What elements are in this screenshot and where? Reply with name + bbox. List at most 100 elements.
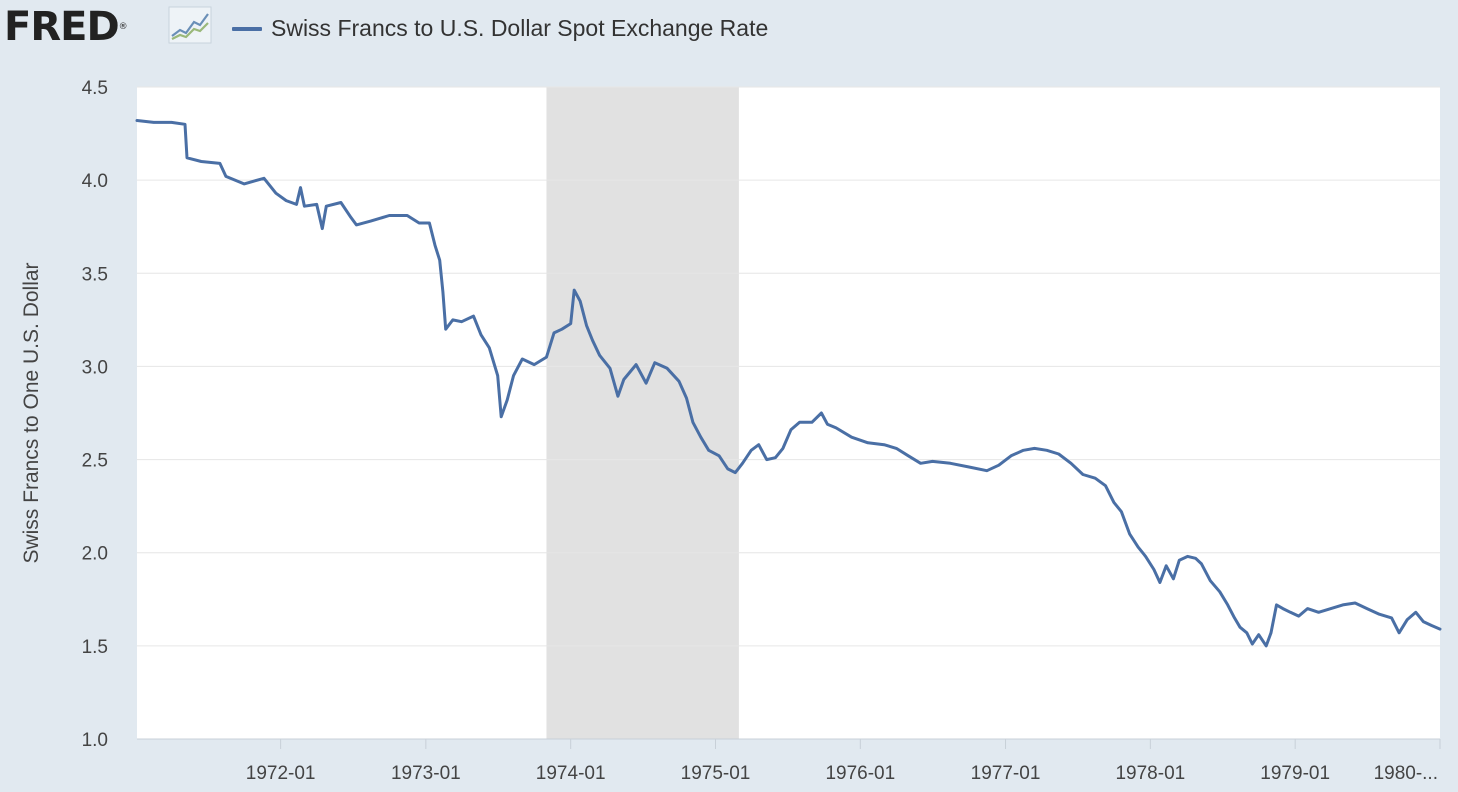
data-point xyxy=(850,436,853,439)
data-point xyxy=(1317,611,1320,614)
data-point xyxy=(561,328,563,331)
data-point xyxy=(798,421,801,424)
data-point xyxy=(1010,454,1012,457)
data-point xyxy=(1094,477,1097,480)
data-point xyxy=(692,421,694,424)
data-point xyxy=(1265,645,1268,647)
legend-swatch xyxy=(232,27,262,31)
data-point xyxy=(184,123,186,126)
data-point xyxy=(438,259,441,262)
data-point xyxy=(472,315,475,317)
data-point xyxy=(1159,581,1161,584)
data-point xyxy=(442,291,444,293)
data-point xyxy=(1022,449,1025,452)
chart-header: FRED® Swiss Francs to U.S. Dollar Spot E… xyxy=(0,0,1458,56)
data-point xyxy=(591,339,594,342)
data-point xyxy=(444,328,447,331)
data-point xyxy=(1186,555,1189,558)
logo-text: FRED xyxy=(4,4,120,50)
data-point xyxy=(1366,607,1368,610)
data-point xyxy=(1057,453,1060,455)
data-point xyxy=(734,471,737,474)
data-point xyxy=(200,160,203,163)
data-point xyxy=(1218,590,1221,593)
data-point xyxy=(645,382,647,385)
data-point xyxy=(350,216,352,219)
data-point xyxy=(315,203,318,206)
data-point xyxy=(699,436,702,439)
data-point xyxy=(388,214,391,217)
data-point xyxy=(986,469,988,472)
data-point xyxy=(225,175,227,178)
data-point xyxy=(635,363,637,366)
data-point xyxy=(488,346,491,349)
data-point xyxy=(1113,501,1115,504)
data-point xyxy=(428,222,431,224)
data-point xyxy=(219,162,221,165)
data-point xyxy=(1128,533,1131,535)
data-point xyxy=(579,300,582,303)
data-point xyxy=(1251,643,1254,645)
legend-label: Swiss Francs to U.S. Dollar Spot Exchang… xyxy=(271,15,769,41)
data-point xyxy=(1354,602,1356,604)
data-point xyxy=(1153,568,1155,571)
data-point xyxy=(186,156,188,159)
data-point xyxy=(1137,546,1139,548)
data-point xyxy=(835,427,837,429)
y-tick-label: 4.0 xyxy=(82,171,108,192)
data-point xyxy=(931,460,934,463)
data-point xyxy=(653,361,656,364)
data-point xyxy=(757,443,760,446)
data-point xyxy=(678,380,680,383)
data-point xyxy=(811,421,813,424)
data-point xyxy=(1120,510,1123,513)
data-point xyxy=(406,214,409,217)
y-tick-label: 4.5 xyxy=(82,78,108,99)
data-point xyxy=(573,289,576,291)
data-point xyxy=(1045,449,1048,452)
data-point xyxy=(303,205,306,208)
data-point xyxy=(726,468,729,470)
data-point xyxy=(460,320,463,323)
data-point xyxy=(750,449,753,452)
data-point xyxy=(545,356,548,358)
data-point xyxy=(285,199,288,202)
data-point xyxy=(1233,617,1236,619)
y-tick-label: 2.5 xyxy=(82,451,108,472)
x-tick-label: 1979-01 xyxy=(1260,763,1330,784)
data-point xyxy=(949,462,952,465)
data-point xyxy=(1239,626,1241,629)
data-point xyxy=(152,121,155,124)
y-tick-label: 2.0 xyxy=(82,544,108,565)
data-point xyxy=(1082,473,1084,476)
data-point xyxy=(1275,604,1278,606)
data-point xyxy=(968,466,970,468)
data-point xyxy=(617,395,619,398)
data-point xyxy=(883,443,885,446)
data-point xyxy=(1144,555,1147,558)
fred-logo[interactable]: FRED® xyxy=(4,3,128,51)
data-point xyxy=(451,319,454,321)
data-point xyxy=(765,458,768,461)
data-point xyxy=(418,222,420,224)
data-point xyxy=(1104,484,1107,487)
data-point xyxy=(997,464,1000,467)
data-point xyxy=(919,462,922,465)
data-point xyxy=(521,358,524,360)
data-point xyxy=(1306,607,1309,610)
trend-graph-icon xyxy=(168,6,212,44)
data-point xyxy=(1330,607,1332,610)
data-point xyxy=(1406,618,1408,621)
data-point xyxy=(1226,604,1229,606)
data-point xyxy=(512,374,515,377)
data-point xyxy=(1282,607,1284,610)
x-tick-label: 1976-01 xyxy=(825,763,895,784)
series-line xyxy=(135,119,1442,648)
data-point xyxy=(1422,620,1425,623)
data-point xyxy=(598,354,601,357)
data-point xyxy=(666,367,668,370)
data-point xyxy=(826,423,829,426)
data-point xyxy=(790,428,792,431)
data-point xyxy=(1172,577,1175,580)
data-point xyxy=(1257,633,1260,636)
